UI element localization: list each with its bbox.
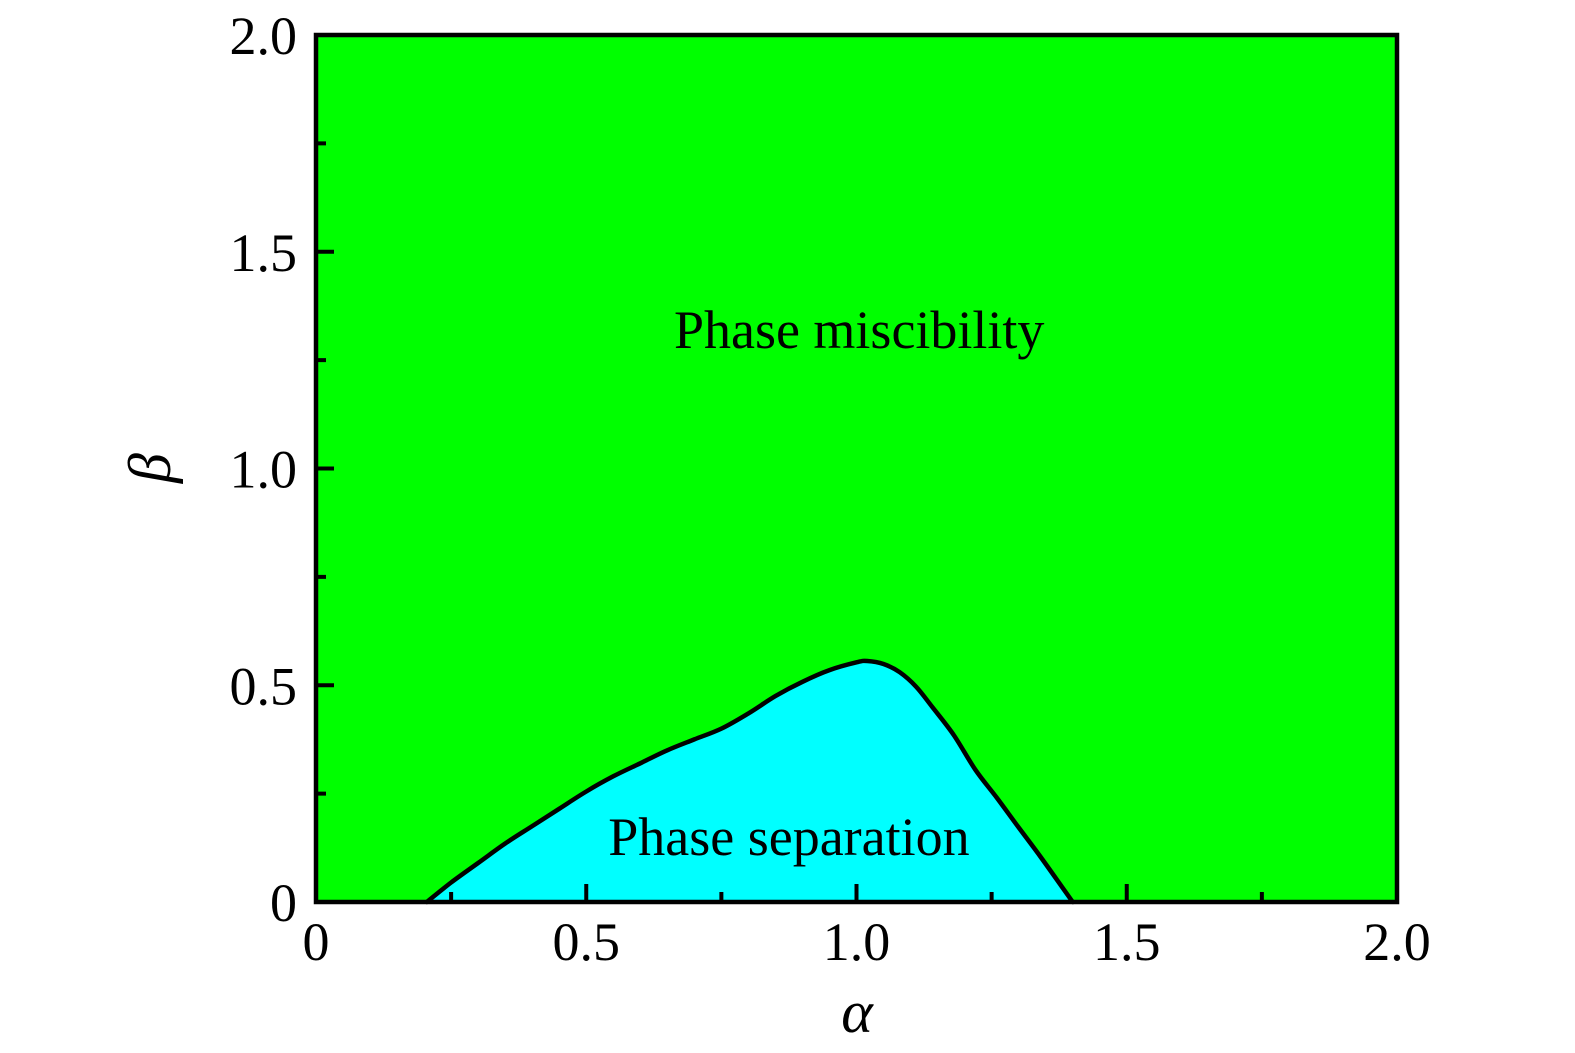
y-tick-label: 1.0 [230, 440, 298, 500]
separation-region [426, 660, 1073, 902]
x-tick-label: 1.5 [1093, 912, 1161, 972]
x-axis-label: α [841, 979, 874, 1045]
x-tick-labels: 0 0.5 1.0 1.5 2.0 [303, 912, 1431, 972]
separation-region-label: Phase separation [608, 807, 969, 867]
y-tick-label: 2.0 [230, 6, 298, 66]
y-tick-label: 0.5 [230, 656, 298, 716]
y-axis-label: β [117, 453, 183, 484]
phase-boundary-curve [424, 658, 1075, 905]
y-tick-label: 0 [270, 873, 297, 933]
x-tick-label: 1.0 [823, 912, 891, 972]
x-tick-label: 2.0 [1363, 912, 1431, 972]
plot-frame [313, 32, 1400, 905]
x-tick-label: 0.5 [553, 912, 621, 972]
y-tick-label: 1.5 [230, 223, 298, 283]
y-tick-labels: 0 0.5 1.0 1.5 2.0 [230, 6, 298, 933]
miscibility-region-label: Phase miscibility [674, 300, 1045, 360]
x-tick-label: 0 [303, 912, 330, 972]
